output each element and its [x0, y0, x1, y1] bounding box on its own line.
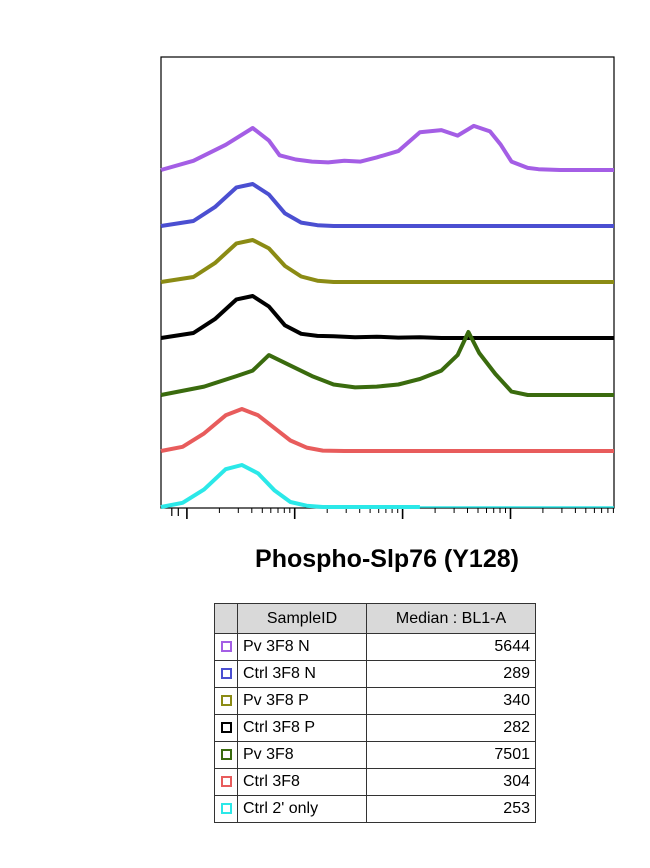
legend-swatch-cell — [214, 768, 238, 796]
legend-header-blank — [214, 603, 238, 634]
histogram-curve — [160, 463, 420, 509]
legend-color-swatch — [220, 668, 232, 680]
legend-swatch-cell — [214, 741, 238, 769]
legend-swatch-cell — [214, 687, 238, 715]
histogram-overlay-plot — [160, 56, 615, 519]
legend-row: Ctrl 3F8 P 282 — [214, 714, 536, 742]
histogram-curve — [160, 294, 614, 340]
legend-median-value: 5644 — [366, 633, 536, 661]
legend-color-swatch — [220, 722, 232, 734]
legend-swatch-cell — [214, 795, 238, 823]
x-axis-label: Phospho-Slp76 (Y128) — [255, 545, 519, 573]
legend-header-sampleid: SampleID — [237, 603, 367, 634]
legend-median-value: 7501 — [366, 741, 536, 769]
legend-color-swatch — [220, 641, 232, 653]
legend-row: Ctrl 3F8 N 289 — [214, 660, 536, 688]
legend-row: Pv 3F8 7501 — [214, 741, 536, 769]
legend-sample-name: Pv 3F8 P — [237, 687, 367, 715]
legend-sample-name: Ctrl 2' only — [237, 795, 367, 823]
legend-rows: Pv 3F8 N 5644 Ctrl 3F8 N 289 Pv 3F8 P 340 Ctrl… — [214, 633, 536, 823]
legend-header-median: Median : BL1-A — [366, 603, 536, 634]
legend-swatch-cell — [214, 714, 238, 742]
legend-header-row: SampleID Median : BL1-A — [214, 603, 536, 634]
sample-legend-table: SampleID Median : BL1-A Pv 3F8 N 5644 Ctrl… — [214, 603, 536, 823]
histogram-curve — [160, 238, 614, 284]
histogram-curve — [160, 182, 614, 228]
legend-row: Pv 3F8 N 5644 — [214, 633, 536, 661]
histogram-curve — [160, 330, 614, 397]
legend-median-value: 289 — [366, 660, 536, 688]
legend-median-value: 340 — [366, 687, 536, 715]
legend-sample-name: Ctrl 3F8 P — [237, 714, 367, 742]
legend-median-value: 304 — [366, 768, 536, 796]
legend-color-swatch — [220, 776, 232, 788]
legend-swatch-cell — [214, 633, 238, 661]
histogram-curve — [160, 123, 614, 172]
legend-color-swatch — [220, 695, 232, 707]
legend-sample-name: Ctrl 3F8 N — [237, 660, 367, 688]
legend-color-swatch — [220, 803, 232, 815]
legend-median-value: 253 — [366, 795, 536, 823]
legend-row: Ctrl 2' only 253 — [214, 795, 536, 823]
legend-swatch-cell — [214, 660, 238, 688]
legend-row: Ctrl 3F8 304 — [214, 768, 536, 796]
legend-median-value: 282 — [366, 714, 536, 742]
histogram-curve — [160, 407, 614, 453]
legend-sample-name: Pv 3F8 N — [237, 633, 367, 661]
legend-color-swatch — [220, 749, 232, 761]
legend-sample-name: Pv 3F8 — [237, 741, 367, 769]
x-axis-ticks — [171, 508, 614, 519]
histogram-curves — [160, 123, 614, 509]
legend-sample-name: Ctrl 3F8 — [237, 768, 367, 796]
legend-row: Pv 3F8 P 340 — [214, 687, 536, 715]
